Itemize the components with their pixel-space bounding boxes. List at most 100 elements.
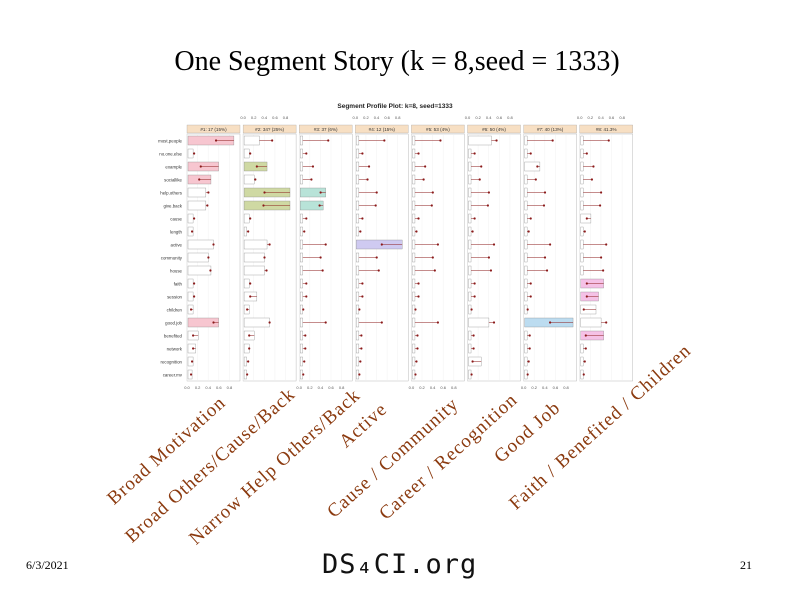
bar — [243, 278, 250, 289]
bar — [243, 213, 250, 224]
panel-header: #1: 17 (15%) — [200, 127, 227, 132]
category-label: benefited — [164, 334, 183, 339]
tick-label-bottom: 0.2 — [307, 385, 313, 390]
tick-label-bottom: 0.0 — [296, 385, 302, 390]
bar — [580, 356, 584, 367]
total-marker — [487, 256, 490, 259]
bar — [468, 291, 472, 302]
tick-label-bottom: 0.4 — [542, 385, 548, 390]
total-marker — [536, 165, 539, 168]
total-marker — [193, 282, 196, 285]
total-marker — [529, 295, 532, 298]
bar — [412, 330, 416, 341]
total-marker — [209, 269, 212, 272]
bar — [356, 317, 360, 328]
total-marker — [263, 256, 266, 259]
tick-label-top: 0.2 — [475, 115, 481, 120]
bar — [300, 239, 303, 250]
bar — [468, 330, 472, 341]
bar — [580, 187, 584, 198]
bar — [243, 174, 255, 185]
bar — [187, 252, 209, 263]
category-label: career.mv — [163, 373, 183, 378]
tick-label-top: 0.8 — [507, 115, 513, 120]
total-marker — [471, 230, 474, 233]
bar — [468, 187, 472, 198]
total-marker — [492, 243, 496, 246]
total-marker — [415, 360, 418, 363]
category-label: faith — [174, 282, 183, 287]
total-marker — [302, 308, 305, 311]
total-marker — [583, 360, 586, 363]
total-marker — [527, 230, 530, 233]
total-marker — [361, 295, 364, 298]
total-marker — [585, 217, 588, 220]
tick-label-top: 0.0 — [240, 115, 246, 120]
bar — [356, 356, 360, 367]
bar — [412, 317, 416, 328]
total-marker — [545, 269, 549, 272]
total-marker — [358, 373, 361, 376]
total-marker — [198, 178, 201, 181]
tick-label-top: 0.6 — [384, 115, 390, 120]
bar — [356, 135, 360, 146]
bar — [356, 252, 360, 263]
category-label: length — [170, 230, 183, 235]
total-marker — [590, 178, 594, 181]
total-marker — [303, 230, 306, 233]
tick-label-top: 0.6 — [497, 115, 503, 120]
tick-label-bottom: 0.4 — [318, 385, 324, 390]
panel-header: #5: 53 (4%) — [426, 127, 450, 132]
total-marker — [473, 282, 476, 285]
bar — [580, 239, 584, 250]
tick-label-bottom: 0.0 — [409, 385, 415, 390]
bar — [468, 148, 472, 159]
total-marker — [534, 178, 537, 181]
total-marker — [248, 347, 251, 350]
category-label: no.one.else — [159, 152, 182, 157]
total-marker — [249, 217, 252, 220]
total-marker — [305, 282, 308, 285]
tick-label-bottom: 0.4 — [205, 385, 211, 390]
total-marker — [607, 139, 610, 142]
bar — [580, 265, 584, 276]
chart-title: Segment Profile Plot: k=8, seed=1333 — [337, 103, 453, 110]
total-marker — [374, 204, 377, 207]
total-marker — [310, 178, 313, 181]
panel-header: #8: 41.3% — [596, 127, 617, 132]
total-marker — [470, 308, 473, 311]
total-marker — [380, 243, 383, 246]
bar — [524, 356, 528, 367]
total-marker — [263, 191, 266, 194]
total-marker — [583, 230, 586, 233]
total-marker — [592, 165, 595, 168]
bar — [580, 252, 584, 263]
total-marker — [305, 295, 308, 298]
bar — [468, 239, 472, 250]
total-marker — [324, 243, 327, 246]
panel-4: #4: 12 (15%) 0.0 0.2 0.4 0.6 0.8 — [353, 115, 409, 382]
total-marker — [526, 308, 529, 311]
total-marker — [414, 308, 417, 311]
category-label: community — [161, 256, 183, 261]
total-marker — [360, 347, 363, 350]
category-label: most.people — [158, 139, 182, 144]
category-label: children — [167, 308, 183, 313]
bar — [243, 356, 247, 367]
bar — [524, 187, 528, 198]
tick-label-bottom: 0.2 — [531, 385, 537, 390]
total-marker — [192, 347, 195, 350]
bar — [524, 252, 528, 263]
bar — [468, 135, 492, 146]
bar — [187, 213, 194, 224]
total-marker — [361, 217, 364, 220]
tick-label-top: 0.4 — [262, 115, 268, 120]
tick-label-top: 0.8 — [619, 115, 625, 120]
tick-label-top: 0.0 — [465, 115, 471, 120]
total-marker — [304, 334, 307, 337]
total-marker — [486, 204, 489, 207]
bar — [300, 317, 303, 328]
bar — [412, 213, 416, 224]
total-marker — [585, 152, 588, 155]
bar — [580, 174, 584, 185]
